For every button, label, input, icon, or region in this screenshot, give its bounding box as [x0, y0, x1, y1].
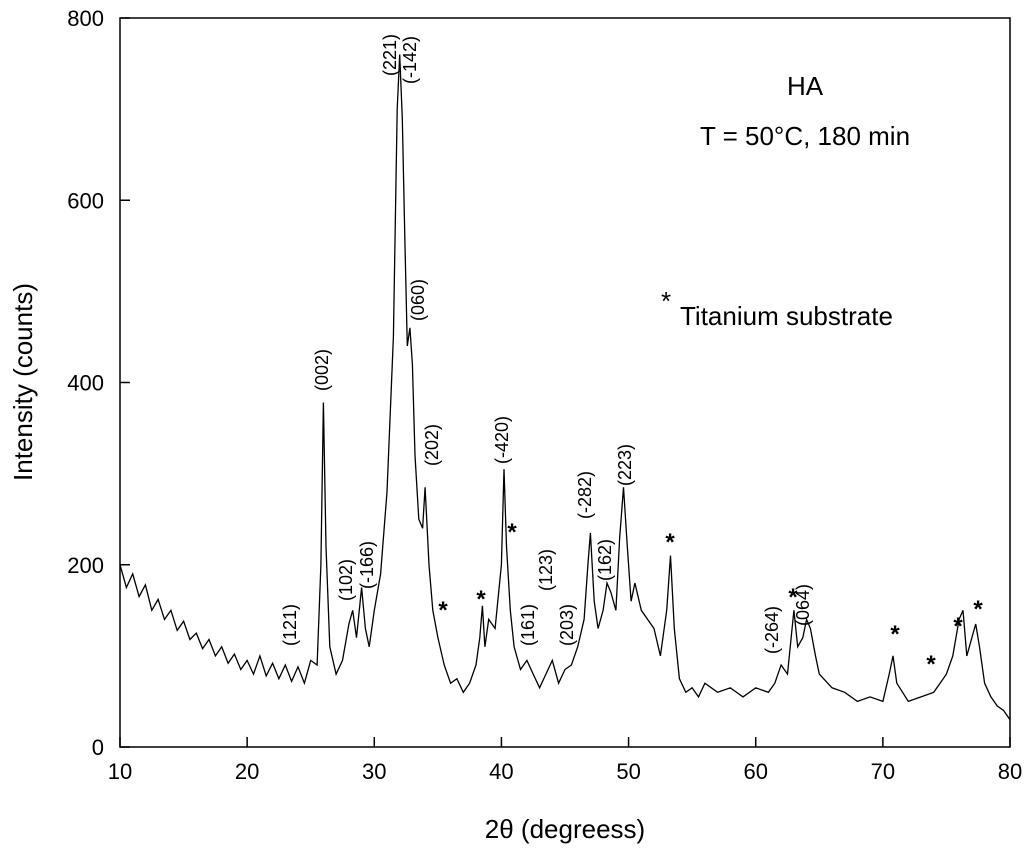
substrate-mark: *: [476, 586, 486, 613]
x-tick-label: 40: [489, 759, 513, 784]
substrate-mark: *: [973, 596, 983, 623]
substrate-mark: *: [926, 651, 936, 678]
peak-label: (221): [380, 34, 400, 76]
peak-label: (161): [518, 604, 538, 646]
legend-symbol: *: [661, 286, 671, 316]
x-tick-label: 20: [235, 759, 259, 784]
peak-label: (-420): [492, 416, 512, 464]
peak-label: (002): [312, 349, 332, 391]
peak-label: (203): [557, 604, 577, 646]
y-tick-label: 0: [92, 735, 104, 760]
peak-label: (162): [595, 539, 615, 581]
y-tick-label: 400: [67, 371, 104, 396]
peak-label: (202): [422, 424, 442, 466]
peak-label: (-264): [762, 606, 782, 654]
substrate-mark: *: [438, 597, 448, 624]
substrate-mark: *: [788, 584, 798, 611]
substrate-mark: *: [953, 613, 963, 640]
peak-label: (064): [793, 584, 813, 626]
peak-label: (123): [536, 549, 556, 591]
peak-label: (121): [280, 604, 300, 646]
substrate-mark: *: [507, 519, 517, 546]
condition-label: T = 50°C, 180 min: [700, 121, 910, 151]
peak-label: (060): [408, 279, 428, 321]
x-tick-label: 10: [108, 759, 132, 784]
peak-label: (-282): [575, 471, 595, 519]
x-tick-label: 50: [616, 759, 640, 784]
x-tick-label: 30: [362, 759, 386, 784]
peak-label: (-142): [400, 36, 420, 84]
y-tick-label: 200: [67, 553, 104, 578]
y-tick-label: 800: [67, 6, 104, 31]
x-tick-label: 60: [743, 759, 767, 784]
peak-label: (102): [336, 559, 356, 601]
x-tick-label: 70: [871, 759, 895, 784]
peak-label: (223): [615, 444, 635, 486]
sample-label: HA: [787, 71, 824, 101]
y-axis-label: Intensity (counts): [8, 283, 38, 481]
x-tick-label: 80: [998, 759, 1022, 784]
legend-text: Titanium substrate: [680, 301, 893, 331]
peak-label: (-166): [357, 541, 377, 589]
xrd-pattern: [119, 54, 1011, 721]
substrate-mark: *: [665, 529, 675, 556]
substrate-mark: *: [890, 621, 900, 648]
x-axis-label: 2θ (degreess): [485, 814, 645, 844]
y-tick-label: 600: [67, 188, 104, 213]
